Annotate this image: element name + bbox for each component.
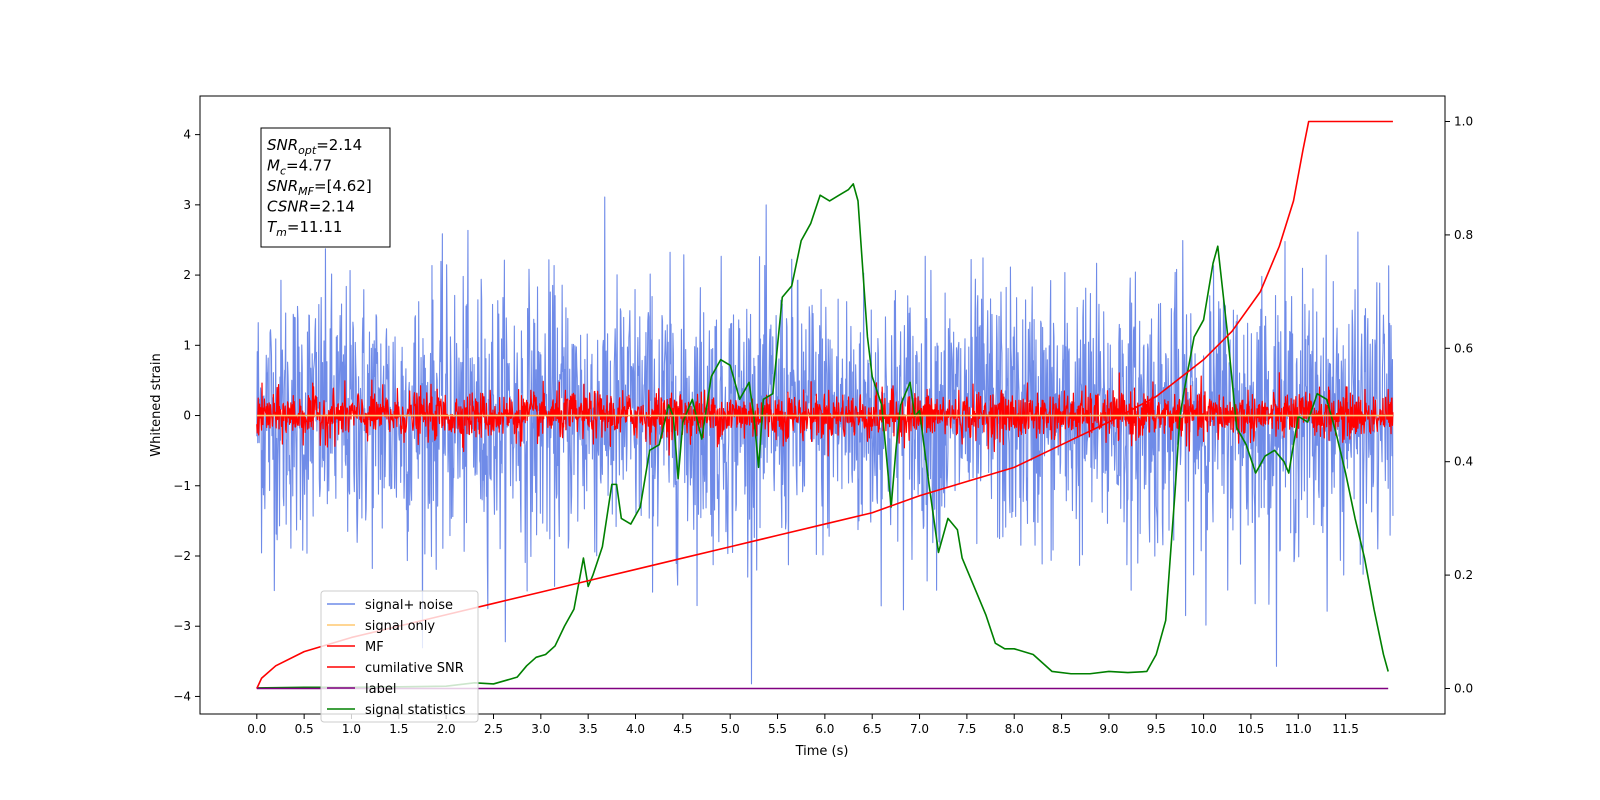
x-tick-label: 6.5	[863, 722, 882, 736]
x-tick-label: 1.5	[389, 722, 408, 736]
x-tick-label: 7.5	[957, 722, 976, 736]
x-tick-label: 2.0	[437, 722, 456, 736]
y-tick-label-right: 0.2	[1454, 568, 1473, 582]
x-tick-label: 6.0	[815, 722, 834, 736]
x-tick-label: 11.5	[1332, 722, 1359, 736]
y-tick-label-left: −4	[173, 689, 191, 703]
legend-label: cumilative SNR	[365, 661, 464, 676]
legend-label: signal+ noise	[365, 598, 453, 613]
y-axis-right: 0.0 0.2 0.4 0.6 0.8 1.0	[1445, 115, 1473, 695]
x-axis-label: Time (s)	[795, 744, 849, 759]
x-tick-label: 1.0	[342, 722, 361, 736]
x-tick-label: 4.0	[626, 722, 645, 736]
y-axis-label: Whitened strain	[149, 353, 164, 456]
x-tick-label: 8.5	[1052, 722, 1071, 736]
legend-label: MF	[365, 640, 384, 655]
y-tick-label-right: 0.4	[1454, 455, 1473, 469]
series-line-signal-statistics	[256, 183, 1389, 689]
legend-label: label	[365, 682, 396, 697]
legend-label: signal only	[365, 619, 435, 634]
series-line-mf	[256, 372, 1394, 457]
annotation-line: CSNR=2.14	[267, 198, 355, 216]
x-tick-label: 5.5	[768, 722, 787, 736]
y-tick-label-left: 2	[183, 268, 191, 282]
y-tick-label-right: 0.6	[1454, 341, 1473, 355]
x-tick-label: 10.5	[1238, 722, 1265, 736]
x-tick-label: 3.5	[579, 722, 598, 736]
x-tick-label: 9.5	[1147, 722, 1166, 736]
x-tick-label: 3.0	[531, 722, 550, 736]
x-tick-label: 10.0	[1190, 722, 1217, 736]
y-tick-label-left: −2	[173, 549, 191, 563]
y-tick-label-right: 1.0	[1454, 115, 1473, 129]
y-tick-label-right: 0.0	[1454, 681, 1473, 695]
annotation-line: Tm=11.11	[267, 218, 342, 239]
x-tick-label: 9.0	[1099, 722, 1118, 736]
x-tick-label: 2.5	[484, 722, 503, 736]
axes-frame	[199, 95, 1446, 715]
x-tick-label: 0.0	[247, 722, 266, 736]
y-tick-label-right: 0.8	[1454, 228, 1473, 242]
annotation-line: Mc=4.77	[267, 157, 332, 178]
legend: signal+ noise signal only MF cumilative SNR…	[320, 590, 479, 723]
x-tick-label: 11.0	[1285, 722, 1312, 736]
x-tick-label: 7.0	[910, 722, 929, 736]
x-tick-label: 0.5	[295, 722, 314, 736]
legend-frame	[320, 590, 479, 723]
y-tick-label-left: −3	[173, 619, 191, 633]
y-tick-label-left: 4	[183, 128, 191, 142]
annotation-line: SNRopt=2.14	[267, 136, 362, 157]
y-tick-label-left: 3	[183, 198, 191, 212]
annotation-line: SNRMF=[4.62]	[267, 177, 372, 198]
legend-label: signal statistics	[365, 703, 466, 718]
y-tick-label-left: 0	[183, 409, 191, 423]
x-tick-label: 8.0	[1005, 722, 1024, 736]
annotation-frame	[260, 127, 391, 248]
x-tick-label: 4.5	[673, 722, 692, 736]
y-axis-left: −4 −3 −2 −1 0 1 2 3 4	[173, 128, 200, 703]
y-tick-label-left: −1	[173, 479, 191, 493]
y-tick-label-left: 1	[183, 338, 191, 352]
x-tick-label: 5.0	[721, 722, 740, 736]
x-axis: 0.0 0.5 1.0 1.5 2.0 2.5 3.0 3.5 4.0 4.5 5.0 5.5 6.0 6…	[247, 714, 1359, 736]
